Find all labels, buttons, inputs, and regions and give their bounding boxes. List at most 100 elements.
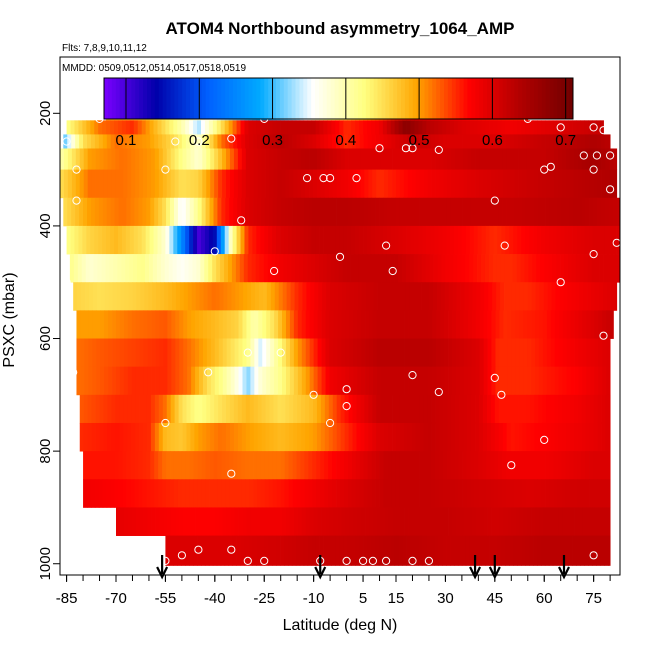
- heatmap-cell: [459, 507, 465, 536]
- heatmap-cell: [301, 507, 307, 536]
- heatmap-cell: [424, 507, 429, 536]
- heatmap-cell: [107, 394, 112, 424]
- heatmap-cell: [547, 282, 552, 311]
- heatmap-cell: [148, 254, 154, 283]
- heatmap-cell: [312, 451, 317, 480]
- heatmap-cell: [320, 451, 325, 480]
- heatmap-cell: [554, 394, 559, 424]
- heatmap-cell: [174, 148, 179, 170]
- heatmap-cell: [138, 197, 143, 227]
- x-tick-label: -85: [56, 590, 78, 607]
- heatmap-cell: [125, 225, 131, 255]
- colorbar-swatch: [229, 78, 234, 119]
- heatmap-cell: [106, 479, 112, 508]
- heatmap-cell: [91, 169, 96, 199]
- heatmap-cell: [459, 422, 464, 452]
- heatmap-cell: [75, 148, 81, 170]
- heatmap-cell: [380, 338, 386, 368]
- heatmap-cell: [578, 338, 583, 368]
- heatmap-cell: [328, 134, 333, 149]
- heatmap-cell: [355, 197, 361, 227]
- colorbar-swatch: [412, 78, 418, 119]
- colorbar-swatch: [444, 78, 449, 119]
- heatmap-cell: [107, 148, 112, 170]
- heatmap-cell: [348, 394, 353, 424]
- heatmap-cell: [392, 338, 398, 368]
- heatmap-cell: [309, 422, 314, 452]
- sample-point: [579, 151, 588, 160]
- heatmap-cell: [565, 148, 571, 170]
- heatmap-cell: [345, 282, 351, 311]
- heatmap-cell: [486, 134, 491, 149]
- heatmap-cell: [373, 282, 378, 311]
- heatmap-cell: [256, 120, 261, 135]
- heatmap-cell: [317, 507, 322, 536]
- heatmap-cell: [581, 134, 586, 149]
- heatmap-cell: [104, 310, 109, 339]
- heatmap-cell: [431, 422, 436, 452]
- heatmap-cell: [116, 282, 122, 311]
- heatmap-cell: [336, 197, 341, 227]
- heatmap-cell: [204, 254, 209, 283]
- heatmap-cell: [83, 169, 89, 199]
- heatmap-cell: [448, 310, 453, 339]
- heatmap-cell: [353, 338, 358, 368]
- heatmap-cell: [312, 394, 318, 424]
- heatmap-cell: [349, 507, 354, 536]
- heatmap-cell: [337, 338, 342, 368]
- heatmap-cell: [110, 225, 115, 255]
- heatmap-cell: [129, 254, 134, 283]
- heatmap-cell: [601, 169, 606, 199]
- sample-point: [500, 241, 509, 250]
- heatmap-cell: [615, 254, 620, 283]
- heatmap-cell: [412, 310, 417, 339]
- heatmap-cell: [541, 451, 546, 480]
- heatmap-cell: [83, 134, 88, 149]
- heatmap-cell: [237, 197, 242, 227]
- heatmap-cell: [349, 310, 354, 339]
- heatmap-cell: [123, 169, 128, 199]
- heatmap-cell: [202, 507, 208, 536]
- heatmap-cell: [146, 197, 151, 227]
- heatmap-cell: [270, 310, 275, 339]
- heatmap-cell: [517, 479, 523, 508]
- heatmap-cell: [448, 338, 453, 368]
- heatmap-cell: [206, 338, 212, 368]
- heatmap-cell: [249, 479, 254, 508]
- heatmap-cell: [566, 507, 571, 536]
- heatmap-cell: [296, 479, 301, 508]
- heatmap-cell: [485, 535, 490, 566]
- heatmap-cell: [139, 366, 145, 396]
- heatmap-cell: [323, 225, 328, 255]
- heatmap-cell: [435, 422, 440, 452]
- heatmap-cell: [110, 197, 116, 227]
- heatmap-cell: [158, 451, 163, 480]
- heatmap-cell: [600, 120, 604, 135]
- heatmap-cell: [411, 394, 417, 424]
- heatmap-cell: [540, 225, 546, 255]
- heatmap-cell: [277, 422, 282, 452]
- heatmap-cell: [119, 169, 124, 199]
- heatmap-cell: [162, 479, 167, 508]
- heatmap-cell: [190, 394, 195, 424]
- heatmap-cell: [419, 451, 424, 480]
- heatmap-cell: [494, 479, 499, 508]
- heatmap-cell: [517, 120, 522, 135]
- heatmap-cell: [81, 254, 87, 283]
- heatmap-cell: [442, 535, 447, 566]
- heatmap-cell: [527, 338, 532, 368]
- colorbar-swatch: [174, 78, 179, 119]
- heatmap-cell: [366, 254, 371, 283]
- heatmap-cell: [237, 422, 243, 452]
- heatmap-cell: [461, 254, 466, 283]
- heatmap-cell: [154, 394, 160, 424]
- heatmap-cell: [576, 225, 581, 255]
- colorbar-swatch: [447, 78, 453, 119]
- heatmap-cell: [357, 282, 363, 311]
- heatmap-cell: [325, 338, 330, 368]
- heatmap-cell: [384, 148, 389, 170]
- heatmap-cell: [316, 422, 322, 452]
- heatmap-cell: [284, 120, 289, 135]
- heatmap-cell: [151, 366, 156, 396]
- heatmap-cell: [486, 394, 492, 424]
